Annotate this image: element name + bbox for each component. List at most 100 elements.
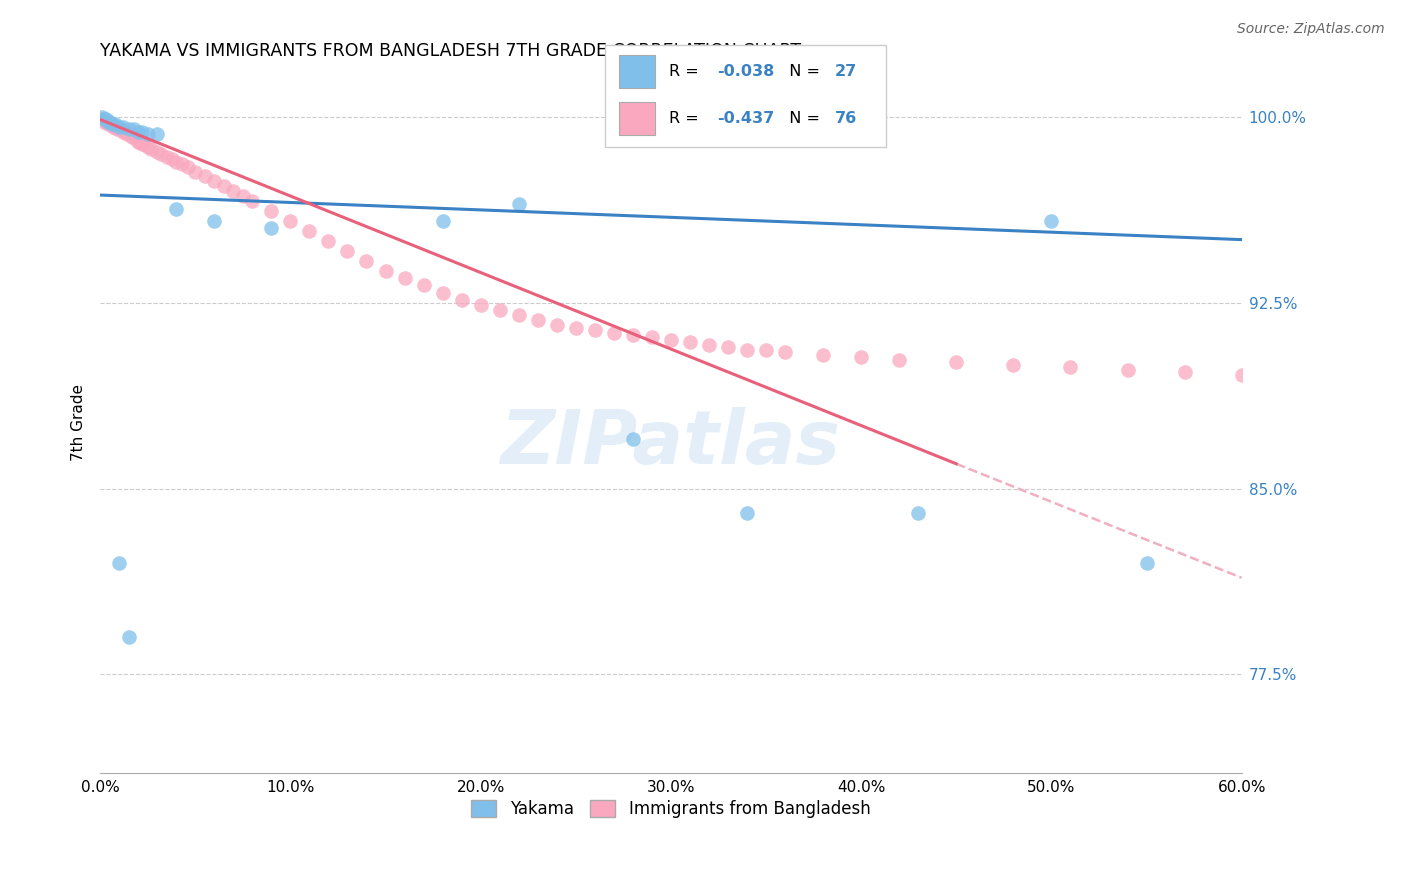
Point	[394, 271, 416, 285]
Point	[136, 128, 159, 142]
Point	[127, 125, 149, 139]
Point	[131, 125, 153, 139]
Point	[318, 234, 340, 248]
Point	[97, 115, 120, 129]
Point	[98, 115, 121, 129]
Point	[108, 120, 131, 134]
FancyBboxPatch shape	[605, 45, 886, 147]
Point	[298, 224, 321, 238]
Point	[773, 345, 796, 359]
Point	[889, 352, 911, 367]
Y-axis label: 7th Grade: 7th Grade	[72, 384, 86, 461]
Point	[124, 122, 146, 136]
Point	[98, 118, 121, 132]
Text: -0.437: -0.437	[717, 111, 775, 126]
Point	[621, 432, 644, 446]
Point	[811, 348, 834, 362]
Point	[118, 122, 141, 136]
Point	[165, 202, 187, 216]
Point	[508, 308, 530, 322]
Point	[127, 135, 149, 149]
Point	[94, 112, 117, 127]
Point	[111, 120, 134, 134]
Point	[93, 115, 115, 129]
Point	[104, 118, 127, 132]
Text: Source: ZipAtlas.com: Source: ZipAtlas.com	[1237, 22, 1385, 37]
Text: N =: N =	[779, 63, 825, 78]
Point	[546, 318, 568, 332]
Text: N =: N =	[779, 111, 825, 126]
Point	[1135, 556, 1157, 570]
Text: YAKAMA VS IMMIGRANTS FROM BANGLADESH 7TH GRADE CORRELATION CHART: YAKAMA VS IMMIGRANTS FROM BANGLADESH 7TH…	[100, 42, 801, 60]
Point	[124, 129, 146, 144]
Point	[508, 196, 530, 211]
Point	[907, 506, 929, 520]
Point	[103, 120, 125, 134]
Point	[165, 154, 187, 169]
Text: R =: R =	[669, 63, 704, 78]
Point	[114, 125, 136, 139]
Text: 27: 27	[835, 63, 858, 78]
Point	[356, 253, 378, 268]
Point	[121, 129, 143, 144]
Point	[945, 355, 967, 369]
Point	[132, 137, 155, 152]
Point	[118, 630, 141, 644]
Point	[129, 135, 152, 149]
Point	[146, 128, 169, 142]
Point	[565, 320, 588, 334]
Point	[111, 125, 134, 139]
Point	[131, 137, 153, 152]
Point	[336, 244, 359, 258]
Point	[374, 263, 396, 277]
Point	[94, 115, 117, 129]
Point	[1230, 368, 1253, 382]
Point	[91, 110, 114, 124]
Point	[603, 326, 626, 340]
Point	[162, 152, 184, 166]
Point	[1002, 358, 1025, 372]
Point	[679, 335, 702, 350]
Point	[120, 128, 142, 142]
Point	[97, 118, 120, 132]
Text: ZIPatlas: ZIPatlas	[501, 408, 841, 481]
Legend: Yakama, Immigrants from Bangladesh: Yakama, Immigrants from Bangladesh	[465, 793, 877, 825]
Point	[735, 506, 758, 520]
Text: 76: 76	[835, 111, 858, 126]
Point	[100, 118, 122, 132]
Point	[526, 313, 548, 327]
Point	[641, 330, 664, 344]
Point	[717, 340, 740, 354]
Point	[583, 323, 606, 337]
Point	[108, 122, 131, 136]
Point	[488, 303, 510, 318]
Point	[110, 122, 132, 136]
Point	[1174, 365, 1197, 379]
Point	[240, 194, 263, 209]
Point	[697, 338, 720, 352]
FancyBboxPatch shape	[619, 55, 655, 87]
Point	[1059, 360, 1081, 375]
Point	[91, 112, 114, 127]
Point	[105, 122, 128, 136]
Point	[659, 333, 682, 347]
FancyBboxPatch shape	[619, 102, 655, 135]
Point	[156, 150, 179, 164]
Point	[1116, 362, 1139, 376]
Point	[621, 328, 644, 343]
Point	[470, 298, 492, 312]
Point	[141, 142, 163, 156]
Point	[118, 128, 141, 142]
Point	[432, 285, 454, 300]
Point	[170, 157, 193, 171]
Point	[849, 351, 872, 365]
Point	[260, 221, 283, 235]
Point	[184, 164, 207, 178]
Point	[202, 214, 225, 228]
Point	[260, 204, 283, 219]
Point	[280, 214, 302, 228]
Point	[450, 293, 472, 308]
Point	[202, 174, 225, 188]
Point	[93, 112, 115, 127]
Text: R =: R =	[669, 111, 704, 126]
